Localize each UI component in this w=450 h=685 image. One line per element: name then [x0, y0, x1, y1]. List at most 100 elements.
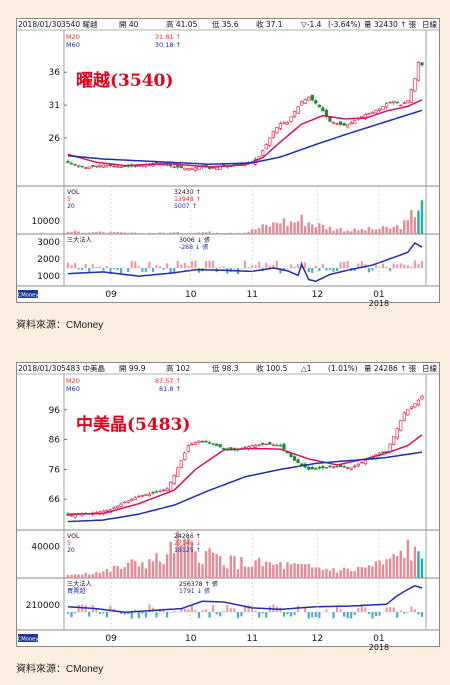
institutional-bar	[190, 604, 193, 613]
candle-body	[80, 165, 84, 168]
candle-body	[360, 115, 364, 118]
institutional-bar	[378, 612, 381, 616]
candle-body	[183, 167, 187, 171]
volume-bar	[311, 567, 314, 578]
institutional-bar	[389, 606, 392, 613]
institutional-bar	[70, 265, 73, 269]
volume-bar	[275, 222, 279, 234]
header-close: 收 100.5	[256, 363, 288, 373]
volume-bar	[410, 560, 413, 578]
candle-body	[179, 460, 183, 468]
volume-bar	[215, 232, 218, 234]
volume-bar	[417, 551, 420, 578]
volume-bar	[169, 541, 172, 578]
volume-bar	[148, 232, 151, 234]
x-tick-label: 01	[373, 634, 384, 644]
institutional-bar	[144, 268, 147, 272]
volume-bar	[413, 217, 417, 234]
institutional-bar	[183, 262, 186, 269]
candle-body	[204, 440, 208, 443]
volume-bar	[187, 538, 190, 578]
volume-bar	[194, 232, 197, 234]
candle-body	[363, 460, 367, 465]
volume-bar	[126, 562, 130, 578]
volume-bar	[321, 224, 325, 234]
volume-bar	[226, 568, 229, 578]
candle-body	[353, 465, 357, 468]
x-tick-label: 11	[247, 634, 258, 644]
institutional-bar	[77, 604, 80, 613]
volume-bar	[176, 531, 179, 578]
institutional-bar	[367, 268, 370, 273]
header-pct: (1.01%)	[328, 364, 358, 373]
institutional-bar	[95, 266, 98, 269]
source-note: 資料來源：CMoney	[16, 664, 104, 675]
institutional-bar	[102, 268, 105, 271]
candle-body	[186, 445, 190, 452]
institutional-bars	[66, 604, 424, 619]
volume-bar	[144, 568, 148, 578]
volume-bar	[204, 232, 208, 234]
x-tick-label: 01	[373, 290, 384, 300]
volume-bar	[300, 214, 303, 234]
volume-bar	[335, 572, 339, 578]
volume-bar	[265, 224, 268, 234]
institutional-bar	[304, 607, 307, 613]
candle-body	[377, 108, 382, 112]
candle-body	[278, 123, 283, 129]
candle-body	[77, 165, 81, 167]
volume-bar	[254, 560, 257, 578]
chart-frame	[16, 362, 440, 647]
institutional-bar	[173, 611, 176, 613]
source-note: 資料來源：CMoney	[16, 320, 104, 331]
volume-bar	[396, 555, 399, 578]
candle-body	[218, 444, 222, 448]
institutional-bar	[123, 612, 126, 615]
volume-bar	[371, 566, 374, 578]
header-high: 高 102	[166, 363, 190, 373]
volume-bar	[215, 553, 218, 578]
candle-body	[370, 111, 375, 114]
institutional-bar	[406, 612, 409, 613]
candle-body	[257, 444, 261, 446]
candle-body	[151, 491, 155, 494]
volume-bar	[70, 574, 73, 578]
ma-legend-name: M60	[66, 385, 80, 393]
institutional-bar	[212, 260, 215, 269]
volume-bar	[282, 218, 286, 234]
volume-bar	[226, 232, 229, 234]
volume-bar	[392, 226, 395, 234]
candle-body	[193, 442, 198, 445]
institutional-bar	[109, 268, 112, 275]
volume-bar	[91, 574, 94, 578]
volume-bar	[367, 565, 371, 578]
volume-bar	[364, 230, 367, 234]
institutional-bar	[374, 265, 378, 269]
header-volume: 量 32430 ↑ 張	[364, 20, 417, 29]
volume-bar	[165, 233, 169, 234]
candle-body	[409, 89, 413, 103]
institutional-bar	[406, 265, 409, 269]
candle-body	[254, 444, 258, 448]
ma60-line	[67, 109, 423, 165]
institutional-bar	[321, 611, 324, 613]
volume-bar	[257, 557, 261, 578]
institutional-bar	[120, 268, 123, 275]
institutional-bar	[413, 609, 417, 613]
candle-body	[349, 122, 353, 125]
institutional-bar	[360, 261, 363, 269]
institutional-bar	[180, 264, 183, 269]
institutional-bar	[268, 265, 271, 269]
candle-body	[268, 442, 272, 445]
volume-legend-value: 13948 ↑	[174, 196, 201, 203]
volume-bar	[314, 567, 317, 578]
volume-bar	[162, 564, 165, 578]
candle-body	[406, 100, 410, 104]
institutional-bar	[194, 260, 197, 269]
x-tick-label: 10	[185, 290, 197, 300]
candle-body	[172, 475, 176, 484]
header-pct: (-3.64%)	[328, 20, 360, 29]
volume-bar	[183, 538, 187, 578]
volume-bar	[176, 231, 179, 234]
candle-body	[381, 451, 385, 453]
